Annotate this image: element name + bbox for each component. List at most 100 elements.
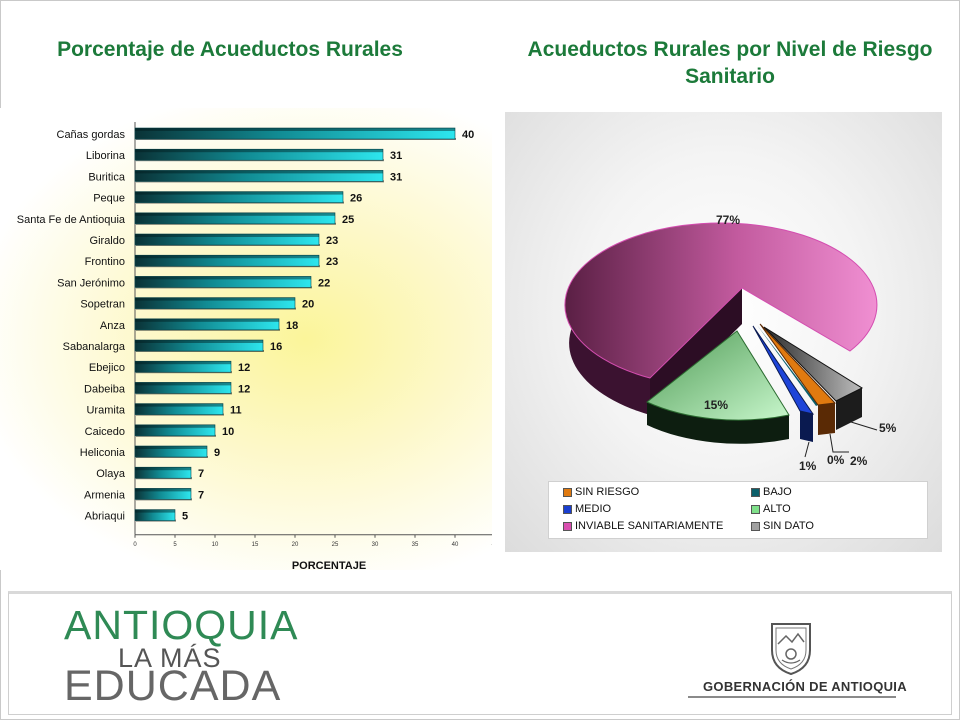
- legend-label: SIN DATO: [763, 520, 814, 532]
- category-label: Armenia: [84, 489, 126, 501]
- bar: [134, 466, 192, 479]
- value-label: 20: [302, 299, 314, 311]
- bar-top-edge: [135, 128, 455, 131]
- bar: [134, 212, 336, 225]
- value-label: 10: [222, 426, 234, 438]
- bar: [134, 509, 176, 521]
- pie-slice-medio[interactable]: [752, 325, 815, 415]
- x-axis-title: PORCENTAJE: [292, 560, 366, 570]
- value-label: 12: [238, 383, 250, 395]
- value-label: 16: [270, 341, 282, 353]
- legend-swatch: [751, 521, 760, 531]
- pie-tops: [564, 222, 878, 421]
- value-label: 11: [230, 405, 242, 417]
- category-label: Olaya: [96, 468, 126, 480]
- bar-top-edge: [135, 488, 191, 492]
- logo-line-la-mas: LA MÁS: [118, 643, 222, 673]
- bar-top-edge: [135, 446, 207, 449]
- legend-swatch: [751, 504, 760, 514]
- bar-top-edge: [135, 276, 311, 280]
- bar-chart: Cañas gordas 40 Liborina 31 Buritica 31 Peque 2…: [17, 122, 499, 572]
- orange-wall: [818, 403, 835, 435]
- bar: [134, 254, 320, 267]
- value-label: 23: [326, 235, 338, 247]
- category-label: Cañas gordas: [57, 129, 126, 141]
- pie-chart: 77% 15% 5% 0% 2% 1%: [564, 213, 897, 473]
- bar-top-edge: [135, 149, 383, 153]
- legend-label: SIN RIESGO: [575, 486, 640, 498]
- value-label: 31: [390, 150, 402, 162]
- pie-walls: [569, 267, 862, 444]
- bar: [134, 382, 232, 394]
- category-label: Santa Fe de Antioquia: [17, 214, 126, 226]
- bar-top-edge: [135, 234, 319, 237]
- pie-slice-inviable[interactable]: [564, 222, 878, 379]
- legend-label: INVIABLE SANITARIAMENTE: [575, 520, 724, 532]
- pie-label-inviable: 77%: [716, 213, 740, 227]
- category-label: Giraldo: [90, 235, 125, 247]
- leader-line-1: [804, 441, 810, 458]
- x-tick-label: 15: [252, 542, 259, 548]
- category-label: Dabeiba: [84, 383, 126, 395]
- category-label: Heliconia: [80, 447, 126, 459]
- legend-swatch: [563, 521, 572, 531]
- government-underline: [688, 696, 896, 698]
- pie-slice-sin-dato[interactable]: [763, 326, 864, 402]
- coat-of-arms-icon: [771, 623, 811, 676]
- bar: [134, 148, 384, 161]
- pink-wall: [569, 267, 650, 415]
- legend-label: MEDIO: [575, 503, 612, 515]
- bar: [134, 488, 192, 500]
- value-label: 40: [462, 129, 474, 141]
- pie-label-alto: 15%: [704, 398, 728, 412]
- pie-chart-title: Acueductos Rurales por Nivel de Riesgo S…: [527, 38, 933, 88]
- legend-item-sin-dato: SIN DATO: [751, 519, 814, 534]
- pie-slice-sin-riesgo[interactable]: [759, 323, 837, 406]
- x-tick-label: 0: [133, 542, 137, 548]
- category-label: Anza: [100, 320, 126, 332]
- value-label: 22: [318, 277, 330, 289]
- bar-top-edge: [135, 424, 215, 428]
- leader-line-5: [850, 421, 878, 431]
- pie-slice-bajo[interactable]: [757, 325, 818, 406]
- bar-top-edge: [135, 318, 279, 322]
- bar: [134, 339, 264, 352]
- x-tick-label: 5: [173, 542, 177, 548]
- bar-top-edge: [135, 191, 343, 195]
- x-tick-label: 35: [412, 542, 419, 548]
- bar-chart-panel: Cañas gordas 40 Liborina 31 Buritica 31 Peque 2…: [0, 108, 499, 572]
- logo-line-educada: EDUCADA: [64, 662, 282, 710]
- bar: [134, 445, 208, 458]
- value-label: 5: [182, 511, 188, 523]
- bar-top-edge: [135, 255, 319, 259]
- category-label: Abriaqui: [85, 511, 125, 523]
- footer-banner: [8, 591, 952, 715]
- logo-line-antioquia: ANTIOQUIA: [64, 602, 299, 648]
- legend-item-inviable: INVIABLE SANITARIAMENTE: [563, 519, 723, 534]
- legend-swatch: [563, 504, 572, 514]
- bar-top-edge: [135, 340, 263, 343]
- category-label: Frontino: [85, 256, 125, 268]
- x-tick-label: 25: [332, 542, 339, 548]
- category-label: Liborina: [86, 150, 126, 162]
- legend-item-sin-riesgo: SIN RIESGO: [563, 485, 639, 500]
- pie-slice-alto[interactable]: [646, 330, 790, 421]
- x-tick-label: 10: [212, 542, 219, 548]
- legend-item-medio: MEDIO: [563, 502, 611, 517]
- category-label: Uramita: [86, 405, 125, 417]
- value-label: 7: [198, 468, 204, 480]
- legend-item-bajo: BAJO: [751, 485, 792, 500]
- bar: [134, 403, 224, 415]
- bar: [134, 191, 344, 203]
- value-label: 12: [238, 362, 250, 374]
- x-tick-label: 20: [292, 542, 299, 548]
- value-label: 9: [214, 447, 220, 459]
- bar-top-edge: [135, 361, 231, 365]
- bar-top-edge: [135, 212, 335, 216]
- pie-label-sin-riesgo: 2%: [850, 454, 868, 468]
- bar: [134, 276, 312, 288]
- pie-label-bajo: 0%: [827, 453, 845, 467]
- legend-swatch: [751, 487, 760, 497]
- value-label: 26: [350, 193, 362, 205]
- legend-swatch: [563, 487, 572, 497]
